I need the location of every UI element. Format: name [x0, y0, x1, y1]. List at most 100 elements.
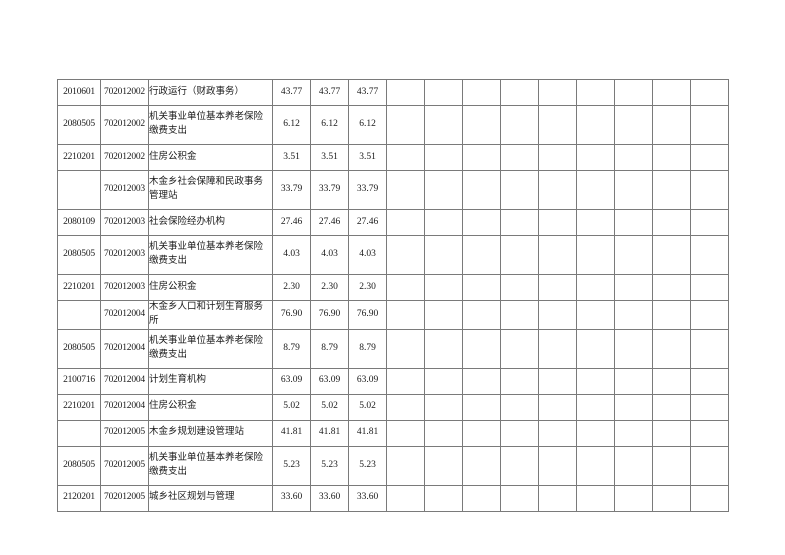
cell-item-name: 木金乡人口和计划生育服务所	[148, 300, 273, 330]
cell-empty	[424, 419, 463, 447]
cell-empty	[576, 209, 615, 236]
cell-item-name: 机关事业单位基本养老保险缴费支出	[148, 445, 273, 486]
cell-empty	[424, 393, 463, 421]
cell-empty	[424, 170, 463, 210]
cell-empty	[462, 300, 501, 330]
budget-table: 2010601 702012002 行政运行（财政事务） 43.77 43.77 43.7…	[57, 79, 729, 512]
cell-empty	[500, 328, 539, 369]
cell-empty	[652, 367, 691, 395]
cell-department-code: 702012004	[100, 328, 149, 369]
cell-empty	[386, 274, 425, 301]
cell-empty	[652, 105, 691, 145]
cell-empty	[538, 419, 577, 447]
cell-empty	[462, 367, 501, 395]
cell-amount: 6.12	[348, 105, 387, 145]
cell-empty	[538, 300, 577, 330]
cell-functional-code: 2210201	[57, 274, 101, 301]
cell-empty	[576, 170, 615, 210]
cell-item-name: 住房公积金	[148, 393, 273, 421]
cell-empty	[614, 300, 653, 330]
table-row: 2080505 702012005 机关事业单位基本养老保险缴费支出 5.23 5.23…	[57, 445, 729, 486]
cell-functional-code: 2080109	[57, 209, 101, 236]
cell-empty	[386, 367, 425, 395]
cell-empty	[690, 209, 729, 236]
cell-empty	[462, 484, 501, 512]
cell-empty	[462, 144, 501, 171]
budget-table-body: 2010601 702012002 行政运行（财政事务） 43.77 43.77 43.7…	[57, 79, 729, 512]
cell-empty	[576, 144, 615, 171]
cell-empty	[538, 484, 577, 512]
cell-empty	[538, 105, 577, 145]
table-row: 2010601 702012002 行政运行（财政事务） 43.77 43.77 43.7…	[57, 79, 729, 106]
cell-empty	[500, 274, 539, 301]
cell-amount: 33.60	[272, 484, 311, 512]
cell-functional-code	[57, 170, 101, 210]
cell-empty	[652, 484, 691, 512]
cell-empty	[576, 484, 615, 512]
cell-department-code: 702012005	[100, 419, 149, 447]
cell-empty	[614, 393, 653, 421]
cell-amount: 27.46	[310, 209, 349, 236]
cell-empty	[538, 170, 577, 210]
cell-empty	[614, 484, 653, 512]
cell-empty	[538, 393, 577, 421]
cell-functional-code: 2120201	[57, 484, 101, 512]
cell-empty	[576, 445, 615, 486]
cell-empty	[538, 367, 577, 395]
cell-department-code: 702012004	[100, 300, 149, 330]
cell-empty	[462, 393, 501, 421]
cell-empty	[462, 445, 501, 486]
cell-empty	[690, 484, 729, 512]
cell-empty	[500, 445, 539, 486]
cell-amount: 63.09	[310, 367, 349, 395]
cell-amount: 5.02	[272, 393, 311, 421]
cell-empty	[690, 105, 729, 145]
cell-empty	[652, 419, 691, 447]
cell-empty	[424, 274, 463, 301]
cell-functional-code: 2210201	[57, 393, 101, 421]
cell-amount: 27.46	[272, 209, 311, 236]
cell-empty	[500, 170, 539, 210]
cell-empty	[576, 235, 615, 275]
cell-amount: 3.51	[272, 144, 311, 171]
table-row: 2120201 702012005 城乡社区规划与管理 33.60 33.60 33.60	[57, 484, 729, 512]
cell-amount: 63.09	[348, 367, 387, 395]
cell-amount: 33.60	[348, 484, 387, 512]
cell-empty	[500, 419, 539, 447]
cell-amount: 41.81	[310, 419, 349, 447]
cell-item-name: 机关事业单位基本养老保险缴费支出	[148, 328, 273, 369]
cell-amount: 3.51	[310, 144, 349, 171]
cell-empty	[424, 367, 463, 395]
cell-empty	[538, 144, 577, 171]
cell-item-name: 城乡社区规划与管理	[148, 484, 273, 512]
cell-empty	[538, 274, 577, 301]
table-row: 2080505 702012004 机关事业单位基本养老保险缴费支出 8.79 8.79…	[57, 328, 729, 369]
cell-department-code: 702012004	[100, 393, 149, 421]
cell-empty	[652, 144, 691, 171]
cell-empty	[386, 300, 425, 330]
cell-empty	[462, 105, 501, 145]
cell-empty	[386, 328, 425, 369]
cell-amount: 63.09	[272, 367, 311, 395]
cell-amount: 33.60	[310, 484, 349, 512]
cell-empty	[690, 170, 729, 210]
cell-empty	[386, 235, 425, 275]
cell-empty	[576, 79, 615, 106]
cell-functional-code: 2080505	[57, 105, 101, 145]
cell-amount: 43.77	[310, 79, 349, 106]
cell-amount: 2.30	[310, 274, 349, 301]
cell-amount: 33.79	[310, 170, 349, 210]
cell-amount: 5.23	[348, 445, 387, 486]
cell-functional-code: 2080505	[57, 328, 101, 369]
cell-empty	[424, 235, 463, 275]
cell-empty	[462, 79, 501, 106]
cell-empty	[652, 170, 691, 210]
cell-item-name: 住房公积金	[148, 144, 273, 171]
cell-amount: 4.03	[272, 235, 311, 275]
cell-department-code: 702012003	[100, 274, 149, 301]
cell-amount: 33.79	[272, 170, 311, 210]
cell-amount: 27.46	[348, 209, 387, 236]
cell-empty	[386, 105, 425, 145]
cell-amount: 6.12	[310, 105, 349, 145]
cell-functional-code: 2010601	[57, 79, 101, 106]
